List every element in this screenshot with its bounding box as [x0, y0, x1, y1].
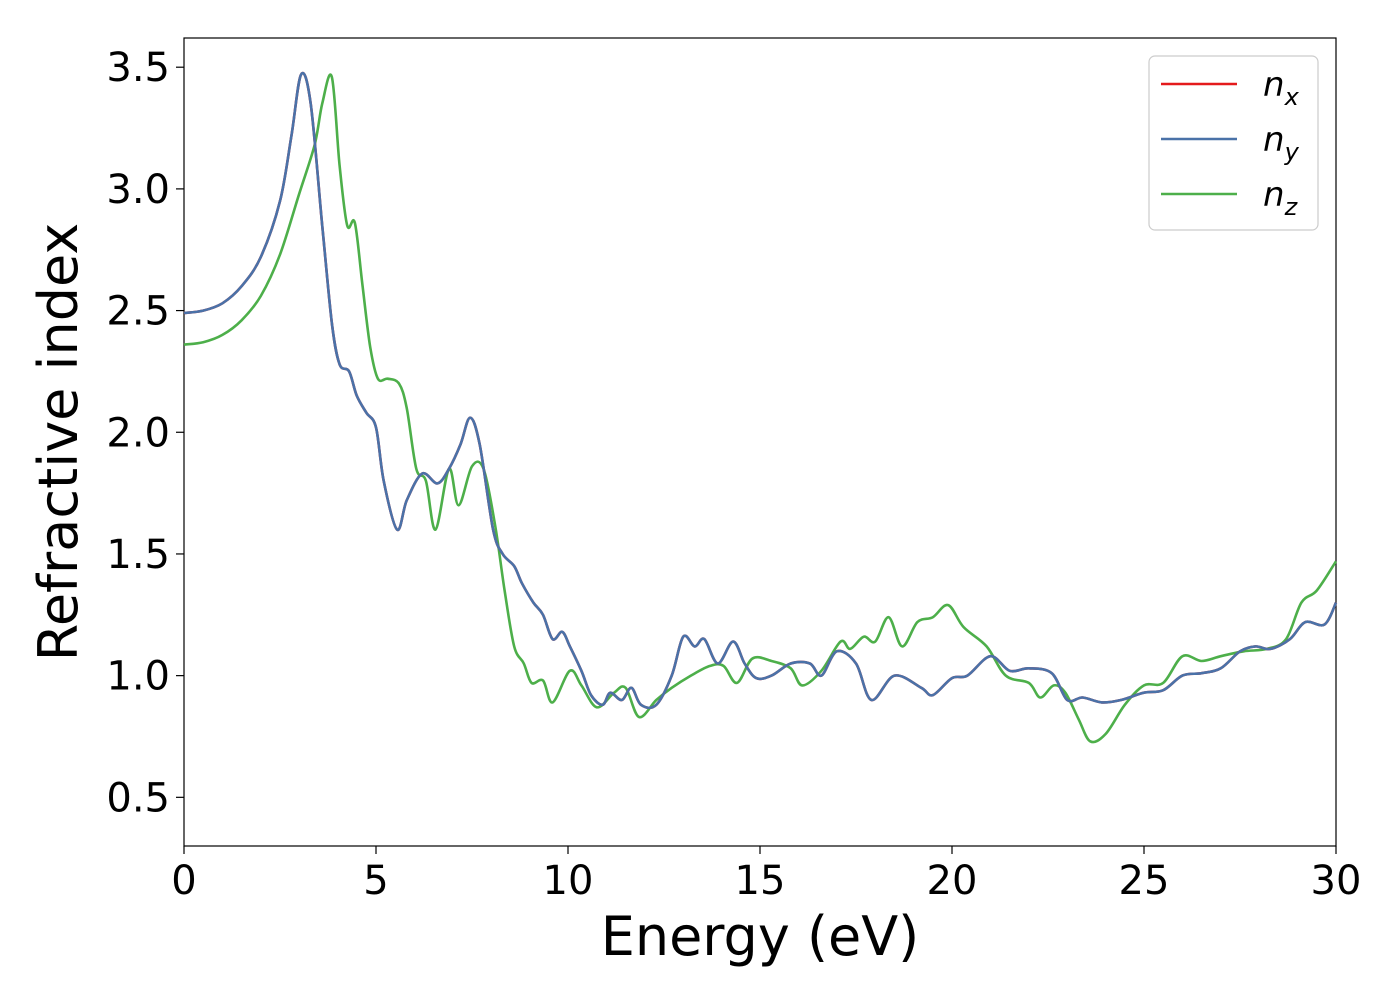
- y-axis-label: Refractive index: [27, 223, 90, 662]
- y-tick-label: 2.0: [106, 410, 170, 456]
- legend-label-ny: ny: [1263, 120, 1300, 166]
- series-line-nz: [183, 73, 1338, 744]
- y-axis-ticks: 0.5 1.0 1.5 2.0 2.5 3.0 3.5: [106, 45, 184, 821]
- y-tick-label: 1.5: [106, 532, 170, 578]
- x-axis-label: Energy (eV): [601, 905, 920, 968]
- x-tick-label: 5: [363, 858, 388, 904]
- y-tick-label: 1.0: [106, 654, 170, 700]
- x-tick-label: 30: [1311, 858, 1362, 904]
- legend: nx ny nz: [1148, 55, 1319, 231]
- y-tick-label: 3.0: [106, 167, 170, 213]
- x-tick-label: 0: [171, 858, 196, 904]
- y-tick-label: 0.5: [106, 775, 170, 821]
- x-tick-label: 15: [735, 858, 786, 904]
- x-tick-label: 25: [1119, 858, 1170, 904]
- legend-box: [1148, 55, 1319, 231]
- series-layer: [183, 71, 1338, 744]
- series-line-ny: [183, 71, 1338, 710]
- legend-label-nx: nx: [1263, 65, 1300, 111]
- x-tick-label: 10: [543, 858, 594, 904]
- y-tick-label: 3.5: [106, 45, 170, 91]
- legend-label-nz: nz: [1263, 175, 1299, 221]
- y-tick-label: 2.5: [106, 289, 170, 335]
- x-tick-label: 20: [927, 858, 978, 904]
- x-axis-ticks: 0 5 10 15 20 25 30: [171, 846, 1361, 904]
